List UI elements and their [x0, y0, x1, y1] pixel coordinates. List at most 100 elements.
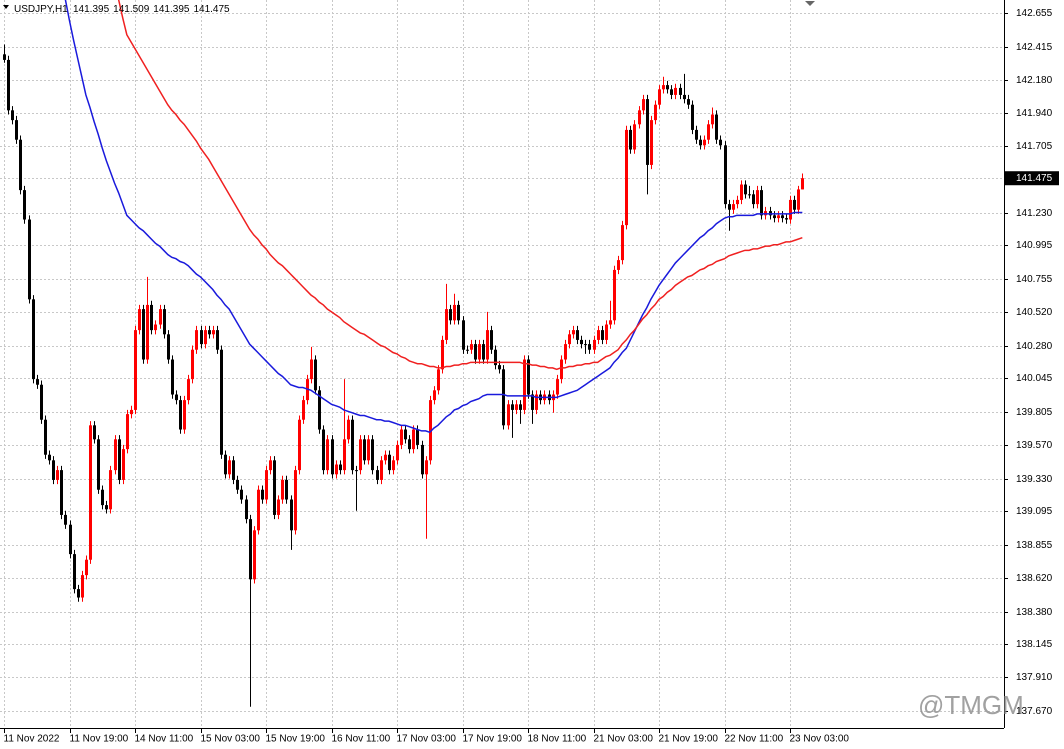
candle-body — [752, 194, 755, 205]
candle-body — [662, 85, 665, 90]
candle-body — [486, 330, 489, 360]
x-tick-label: 11 Nov 2022 — [4, 734, 60, 745]
candle-body — [122, 449, 125, 480]
candle-body — [335, 464, 338, 475]
candle-body — [318, 390, 321, 430]
x-tick-label: 23 Nov 03:00 — [790, 734, 850, 745]
candle-body — [408, 439, 411, 450]
candle-body — [191, 349, 194, 380]
candle-body — [564, 344, 567, 360]
candle-body — [44, 419, 47, 455]
candle-body — [707, 124, 710, 140]
candle-body — [421, 444, 424, 475]
candle-body — [740, 184, 743, 200]
candle-body — [466, 349, 469, 351]
candle-body — [212, 330, 215, 335]
candle-body — [32, 299, 35, 380]
candle-body — [171, 359, 174, 395]
candle-body — [400, 429, 403, 445]
candle-body — [482, 344, 485, 360]
candle-body — [322, 429, 325, 471]
y-tick-label: 140.995 — [1016, 240, 1053, 251]
y-tick-label: 141.940 — [1016, 108, 1053, 119]
candle-body — [523, 359, 526, 410]
candle-body — [48, 454, 51, 461]
candle-body — [785, 218, 788, 220]
candle-body — [679, 87, 682, 95]
y-tick-label: 137.670 — [1016, 706, 1053, 717]
candle-body — [388, 454, 391, 471]
candle-body — [69, 524, 72, 555]
candle-body — [654, 104, 657, 121]
candle-body — [494, 349, 497, 366]
candle-body — [23, 190, 26, 220]
candle-body — [236, 479, 239, 490]
candle-body — [412, 429, 415, 450]
header-low: 141.395 — [153, 4, 190, 15]
candle-body — [93, 425, 96, 440]
candle-body — [760, 190, 763, 216]
x-tick-label: 15 Nov 03:00 — [201, 734, 261, 745]
candle-body — [617, 260, 620, 270]
x-tick-label: 11 Nov 19:00 — [70, 734, 129, 745]
candle-body — [285, 479, 288, 500]
candle-body — [224, 454, 227, 475]
y-tick-label: 142.415 — [1016, 42, 1053, 53]
x-tick-label: 16 Nov 11:00 — [332, 734, 391, 745]
candle-body — [670, 89, 673, 95]
candle-body — [3, 54, 6, 60]
candle-body — [699, 139, 702, 146]
candle-body — [462, 320, 465, 350]
candle-body — [687, 99, 690, 105]
candle-body — [347, 419, 350, 440]
candle-body — [331, 439, 334, 475]
candle-body — [621, 225, 624, 261]
candle-body — [515, 404, 518, 410]
candle-body — [625, 129, 628, 226]
candle-body — [208, 330, 211, 335]
candle-body — [240, 489, 243, 500]
candle-body — [183, 400, 186, 430]
candle-body — [163, 309, 166, 335]
chart-title: USDJPY,H1 — [14, 4, 68, 15]
candle-body — [588, 344, 591, 350]
header-high: 141.509 — [113, 4, 150, 15]
candle-body — [15, 120, 18, 140]
candle-body — [261, 489, 264, 500]
candle-body — [715, 114, 718, 140]
candle-body — [478, 344, 481, 360]
candle-body — [719, 139, 722, 146]
candle-body — [695, 129, 698, 140]
candle-body — [85, 559, 88, 576]
candle-body — [302, 400, 305, 420]
candle-body — [597, 330, 600, 340]
candle-body — [28, 219, 31, 300]
candle-body — [19, 139, 22, 191]
candle-body — [527, 359, 530, 395]
plot-area — [3, 0, 804, 707]
grid — [0, 0, 1004, 728]
candle-body — [310, 359, 313, 380]
candle-body — [756, 190, 759, 205]
header-open: 141.395 — [73, 4, 110, 15]
candle-body — [736, 199, 739, 205]
header-close: 141.475 — [193, 4, 230, 15]
candle-body — [60, 470, 63, 515]
candle-body — [633, 124, 636, 150]
candle-body — [781, 215, 784, 219]
current-price-box — [1005, 171, 1059, 186]
candle-body — [351, 419, 354, 471]
candle-body — [343, 439, 346, 471]
symbol-menu-arrow[interactable] — [3, 5, 9, 9]
candle-body — [797, 189, 800, 210]
candle-body — [580, 339, 583, 345]
candle-body — [384, 454, 387, 461]
candle-body — [371, 439, 374, 471]
candle-body — [674, 87, 677, 95]
candle-body — [64, 514, 67, 525]
candle-body — [146, 304, 149, 360]
candle-body — [245, 499, 248, 520]
candle-body — [101, 489, 104, 506]
candle-body — [40, 384, 43, 420]
x-tick-label: 18 Nov 11:00 — [528, 734, 587, 745]
